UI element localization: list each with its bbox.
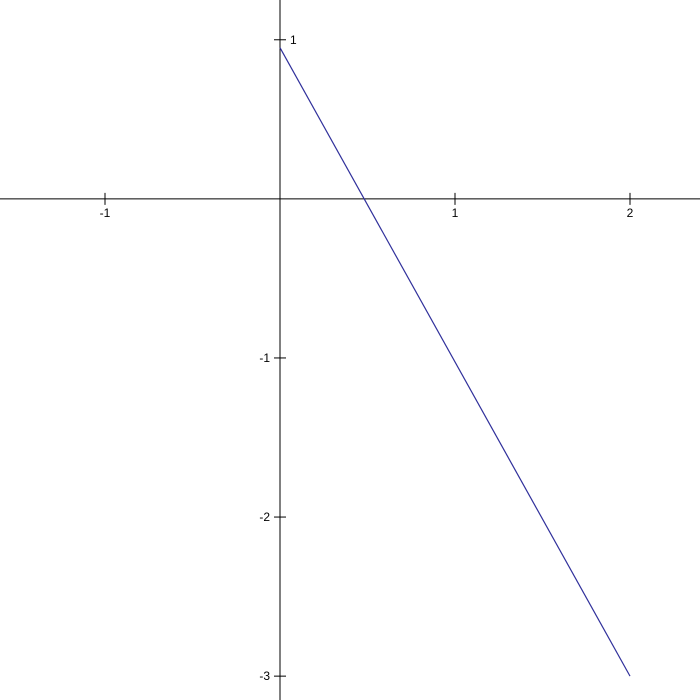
y-tick-label: 1 (290, 33, 297, 47)
y-tick-label: -3 (259, 669, 270, 683)
x-tick-label: 2 (627, 206, 634, 220)
series-line-1 (280, 48, 630, 676)
line-chart: -1 1 2 1 -1 -2 -3 (0, 0, 700, 700)
x-tick-label: -1 (100, 206, 111, 220)
x-tick-label: 1 (452, 206, 459, 220)
y-tick-label: -2 (259, 510, 270, 524)
y-tick-label: -1 (259, 351, 270, 365)
